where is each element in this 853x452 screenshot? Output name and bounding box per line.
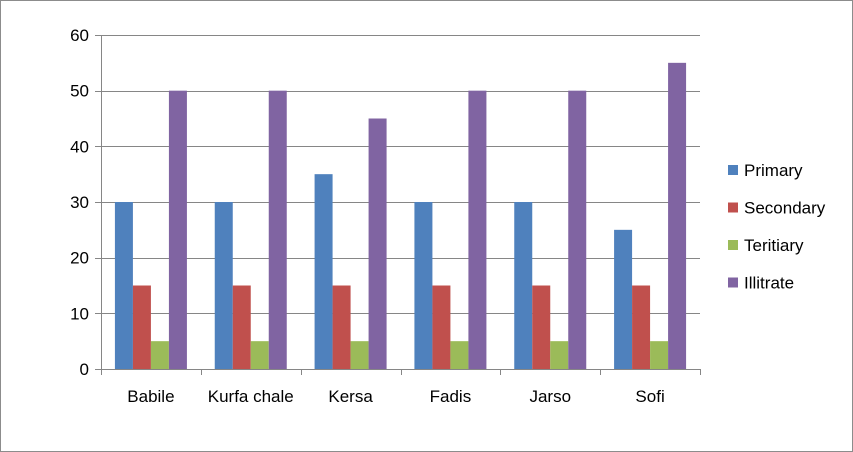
grid-lines — [101, 35, 700, 314]
bar-secondary-kurfa-chale — [232, 285, 251, 369]
bar-primary-kersa — [314, 174, 333, 369]
bar-illitrate-babile — [168, 90, 187, 370]
bar-secondary-babile — [132, 285, 151, 369]
bar-teritiary-kurfa-chale — [250, 341, 269, 369]
x-tick-label: Babile — [127, 387, 174, 406]
bar-primary-sofi — [614, 229, 633, 369]
y-tick-label: 30 — [70, 193, 89, 212]
legend-label: Secondary — [744, 199, 826, 218]
x-tick-label: Sofi — [635, 387, 664, 406]
bar-secondary-jarso — [532, 285, 551, 369]
x-tick-label: Kersa — [328, 387, 373, 406]
legend: Primary Secondary Teritiary Illitrate — [728, 161, 826, 293]
y-tick-label: 0 — [80, 360, 89, 379]
bar-primary-fadis — [414, 202, 433, 369]
legend-label: Primary — [744, 161, 803, 180]
bar-illitrate-sofi — [668, 62, 687, 369]
bar-illitrate-kersa — [368, 118, 387, 369]
legend-swatch — [728, 165, 738, 175]
axes — [95, 35, 701, 375]
y-tick-label: 40 — [70, 137, 89, 156]
bar-teritiary-jarso — [550, 341, 569, 369]
legend-label: Illitrate — [744, 274, 794, 293]
y-tick-label: 50 — [70, 82, 89, 101]
bar-primary-jarso — [514, 202, 533, 369]
bar-secondary-kersa — [332, 285, 351, 369]
tick-labels: 0 10 20 30 40 50 60 Babile Kurfa chale Kersa Fadis… — [70, 26, 665, 406]
x-tick-label: Fadis — [430, 387, 472, 406]
y-tick-label: 20 — [70, 249, 89, 268]
x-tick-label: Jarso — [529, 387, 571, 406]
y-tick-label: 10 — [70, 304, 89, 323]
legend-swatch — [728, 240, 738, 250]
bars — [114, 62, 687, 370]
legend-swatch — [728, 202, 738, 213]
bar-teritiary-kersa — [350, 341, 369, 369]
bar-secondary-sofi — [632, 285, 651, 369]
legend-label: Teritiary — [744, 236, 804, 255]
bar-primary-kurfa-chale — [214, 202, 233, 369]
y-tick-label: 60 — [70, 26, 89, 45]
x-tick-label: Kurfa chale — [208, 387, 294, 406]
bar-teritiary-sofi — [650, 341, 669, 369]
bar-teritiary-babile — [150, 341, 169, 369]
bar-illitrate-kurfa-chale — [268, 90, 287, 370]
bar-teritiary-fadis — [450, 341, 469, 369]
legend-swatch — [728, 277, 738, 288]
bar-illitrate-jarso — [568, 90, 587, 370]
bar-primary-babile — [114, 202, 133, 369]
bar-illitrate-fadis — [468, 90, 487, 370]
bar-secondary-fadis — [432, 285, 451, 369]
